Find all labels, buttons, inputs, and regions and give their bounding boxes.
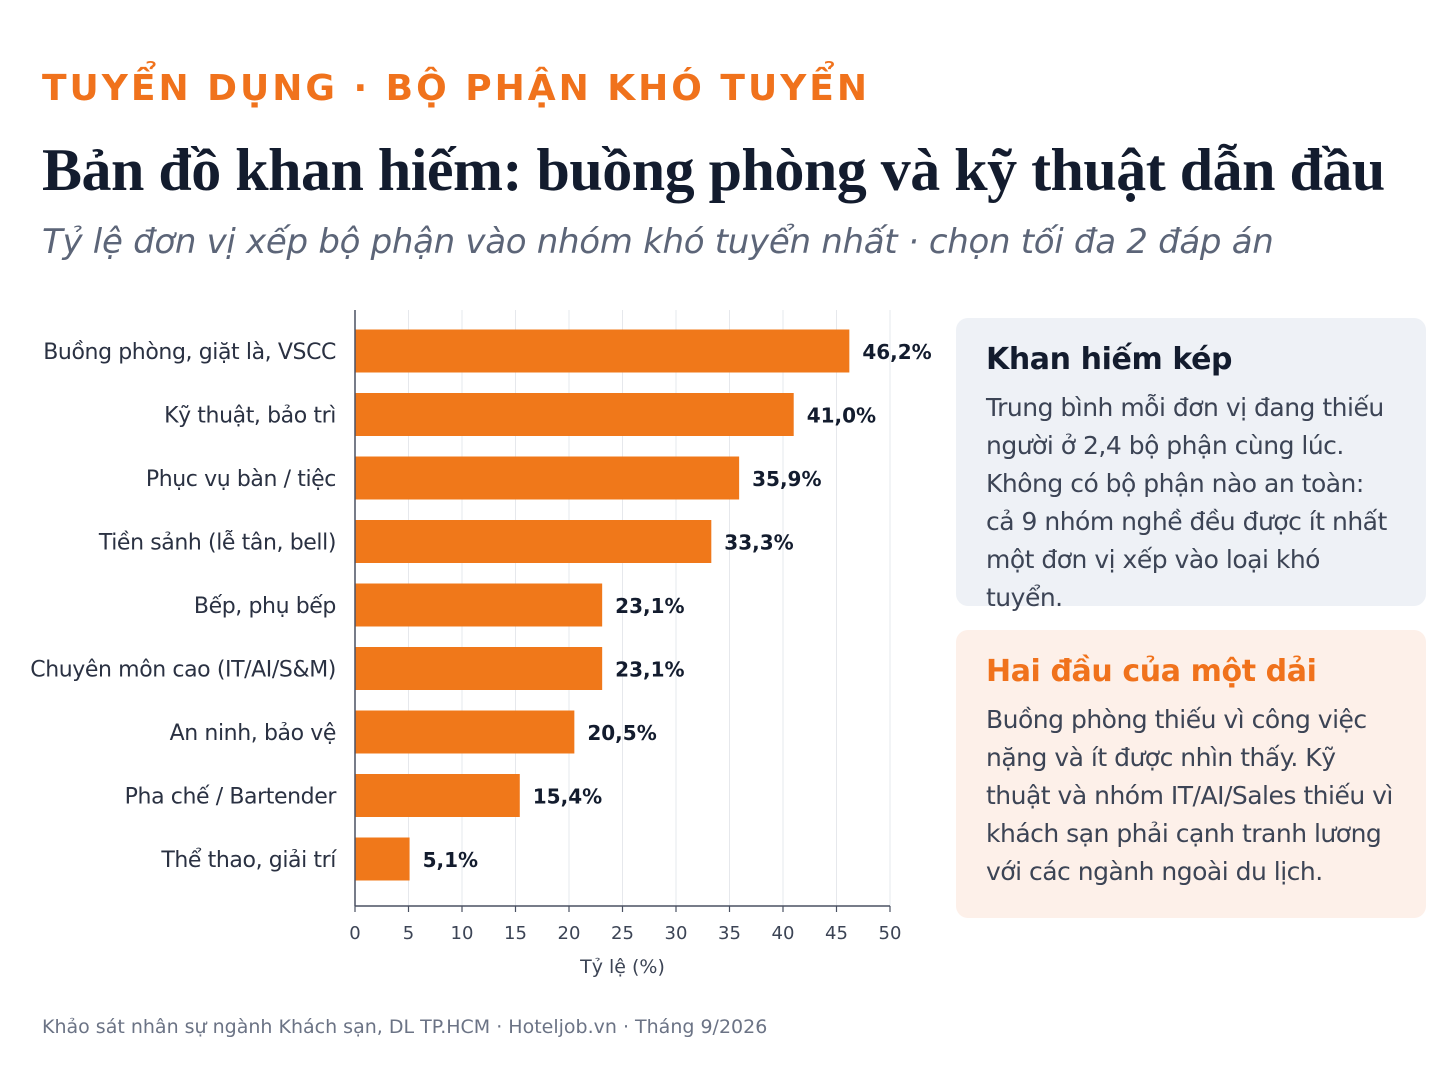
- value-label: 15,4%: [533, 785, 602, 809]
- bar: [355, 329, 850, 373]
- chart-subtitle: Tỷ lệ đơn vị xếp bộ phận vào nhóm khó tu…: [42, 222, 1274, 262]
- category-label: Bếp, phụ bếp: [194, 594, 336, 619]
- x-tick-label: 30: [665, 923, 688, 944]
- category-label: Chuyên môn cao (IT/AI/S&M): [30, 658, 336, 683]
- chart-bars: [355, 329, 850, 881]
- x-axis-label: Tỷ lệ (%): [579, 956, 665, 978]
- category-label: Phục vụ bàn / tiệc: [146, 467, 336, 492]
- x-tick-label: 15: [504, 923, 527, 944]
- x-tick-label: 45: [825, 923, 848, 944]
- value-label: 46,2%: [862, 340, 931, 364]
- bar: [355, 774, 520, 817]
- category-label: An ninh, bảo vệ: [170, 721, 336, 746]
- x-tick-label: 40: [772, 923, 795, 944]
- chart-title: Bản đồ khan hiếm: buồng phòng và kỹ thuậ…: [42, 137, 1385, 203]
- value-label: 20,5%: [587, 721, 656, 745]
- kicker-label: TUYỂN DỤNG · BỘ PHẬN KHÓ TUYỂN: [42, 68, 870, 109]
- value-label: 35,9%: [752, 467, 821, 491]
- card-body: Buồng phòng thiếu vì công việc nặng và í…: [986, 705, 1393, 886]
- card-title: Hai đầu của một dải: [986, 654, 1317, 689]
- source-footer: Khảo sát nhân sự ngành Khách sạn, DL TP.…: [42, 1016, 768, 1038]
- value-label: 23,1%: [615, 594, 684, 618]
- bar: [355, 456, 740, 500]
- bar: [355, 393, 794, 436]
- value-label: 5,1%: [423, 848, 478, 872]
- bar: [355, 710, 575, 754]
- chart-axes: 0 5 10 15 20 25 30 35 40 45 50 Tỷ lệ (%): [349, 310, 901, 978]
- insight-card-two-ends: Hai đầu của một dải Buồng phòng thiếu vì…: [956, 630, 1426, 918]
- value-label: 33,3%: [724, 531, 793, 555]
- bar-chart: 0 5 10 15 20 25 30 35 40 45 50 Tỷ lệ (%) Buồng phòn…: [30, 310, 932, 978]
- category-label: Kỹ thuật, bảo trì: [164, 404, 336, 429]
- bar: [355, 583, 603, 627]
- value-label: 41,0%: [807, 404, 876, 428]
- card-body: Trung bình mỗi đơn vị đang thiếu người ở…: [986, 393, 1387, 612]
- x-tick-label: 10: [451, 923, 474, 944]
- category-label: Tiền sảnh (lễ tân, bell): [98, 530, 336, 556]
- x-tick-label: 25: [611, 923, 634, 944]
- insight-card-double-shortage: Khan hiếm kép Trung bình mỗi đơn vị đang…: [956, 318, 1426, 612]
- x-tick-label: 50: [879, 923, 902, 944]
- x-tick-label: 35: [718, 923, 741, 944]
- category-label: Thể thao, giải trí: [160, 848, 337, 873]
- x-tick-label: 20: [558, 923, 581, 944]
- bar: [355, 837, 410, 881]
- bar: [355, 647, 603, 690]
- value-label: 23,1%: [615, 658, 684, 682]
- bar: [355, 520, 712, 563]
- chart-labels: Buồng phòng, giặt là, VSCC 46,2% Kỹ thuật,…: [30, 340, 931, 873]
- x-tick-label: 0: [349, 923, 360, 944]
- category-label: Pha chế / Bartender: [125, 785, 338, 810]
- card-title: Khan hiếm kép: [986, 342, 1233, 377]
- x-tick-label: 5: [403, 923, 414, 944]
- category-label: Buồng phòng, giặt là, VSCC: [43, 340, 336, 365]
